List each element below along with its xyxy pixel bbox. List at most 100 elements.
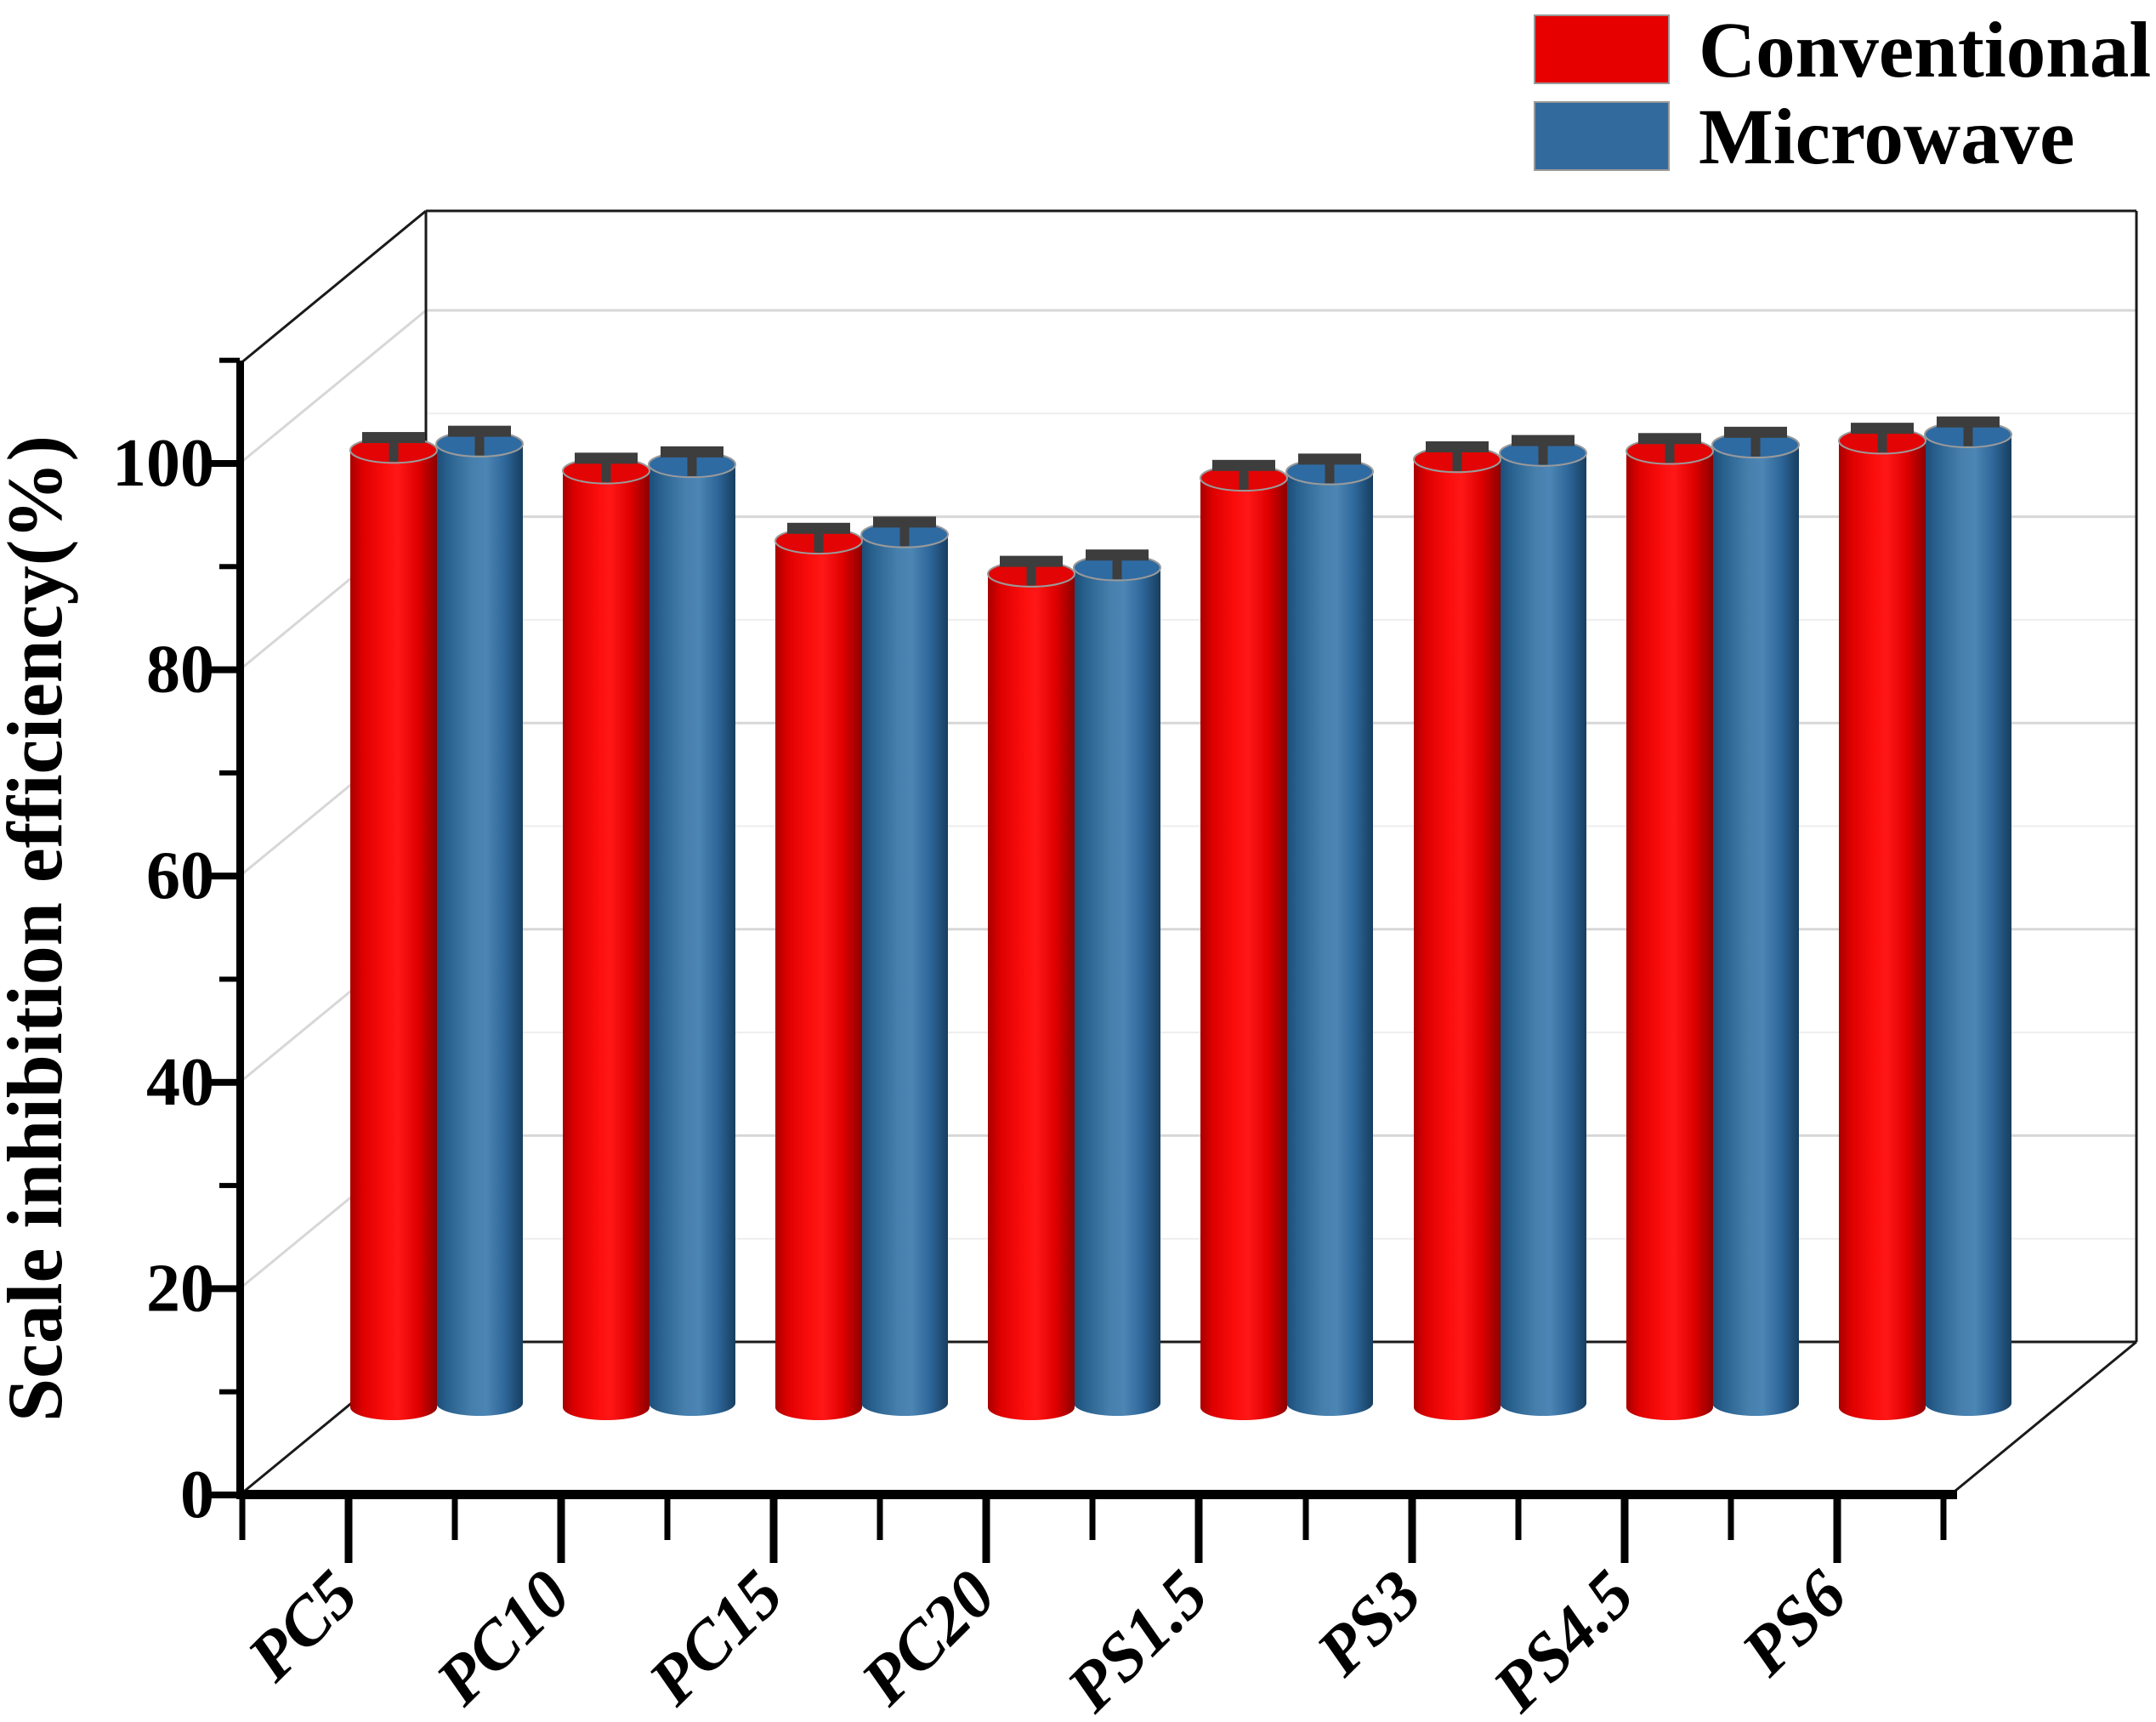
x-minor-tick: [451, 1499, 458, 1540]
y-major-tick: [207, 1078, 240, 1086]
error-bar-stem: [601, 458, 611, 483]
bar-cylinder-body-conventional-PC5: [350, 450, 437, 1421]
x-category-label: PS1.5: [1052, 1557, 1223, 1722]
error-bar-cap: [1298, 453, 1361, 465]
error-bar-stem: [899, 522, 910, 547]
y-minor-tick: [219, 976, 240, 982]
error-bar-stem: [474, 431, 485, 456]
bar-cylinder-body-microwave-PS1.5: [1286, 471, 1373, 1416]
y-minor-tick: [219, 564, 240, 570]
error-bar-stem: [1452, 447, 1462, 471]
y-tick-label: 20: [146, 1251, 214, 1326]
box-edge-floor-right-diagonal: [1949, 1340, 2137, 1497]
bar-cylinder-body-conventional-PS1.5: [1200, 478, 1287, 1421]
error-bar-stem: [389, 438, 399, 462]
x-minor-tick: [1089, 1499, 1096, 1540]
error-bar-stem: [1239, 466, 1249, 490]
x-category-label: PC5: [233, 1557, 372, 1696]
error-bar-stem: [1026, 561, 1036, 586]
error-bar-stem: [1112, 555, 1122, 580]
bar-cylinder-body-conventional-PC15: [775, 541, 862, 1420]
error-bar-cap: [448, 425, 511, 437]
error-bar-cap: [787, 522, 850, 534]
gridline-major-leftwall: [239, 309, 427, 465]
y-axis-line: [236, 361, 244, 1499]
legend-swatch-microwave: [1534, 101, 1670, 171]
box-edge-top-left-diagonal: [239, 209, 427, 366]
legend-swatch-conventional: [1534, 14, 1670, 84]
bar-cylinder-body-microwave-PS6: [1925, 434, 2011, 1416]
x-category-label: PS6: [1727, 1557, 1860, 1691]
x-major-tick: [1408, 1499, 1416, 1563]
x-category-label: PC15: [634, 1557, 797, 1720]
bar-cylinder-body-conventional-PS4.5: [1626, 451, 1713, 1420]
error-bar-stem: [1963, 422, 1973, 446]
y-major-tick: [207, 1285, 240, 1293]
error-bar-stem: [814, 529, 824, 553]
error-bar-stem: [1538, 440, 1548, 465]
bar-cylinder-body-microwave-PC10: [649, 464, 735, 1417]
legend-label-microwave: Microwave: [1699, 94, 2074, 181]
bar-cylinder-body-conventional-PS3: [1414, 459, 1501, 1421]
error-bar-stem: [1877, 429, 1887, 453]
error-bar-cap: [873, 516, 936, 528]
y-tick-label: 80: [146, 633, 214, 708]
y-minor-tick: [219, 1389, 240, 1395]
error-bar-cap: [1724, 426, 1787, 438]
y-tick-label: 60: [146, 838, 214, 913]
y-minor-tick: [219, 1183, 240, 1189]
x-minor-tick: [664, 1499, 671, 1540]
error-bar-cap: [1851, 423, 1914, 435]
x-minor-tick: [239, 1499, 246, 1540]
y-major-tick: [207, 666, 240, 673]
y-tick-label: 40: [146, 1045, 214, 1120]
x-axis-line: [236, 1490, 1957, 1499]
bar-cylinder-body-conventional-PS6: [1839, 440, 1926, 1421]
y-major-tick: [207, 1492, 240, 1498]
x-major-tick: [1833, 1499, 1841, 1563]
x-major-tick: [1620, 1499, 1629, 1563]
x-major-tick: [1194, 1499, 1203, 1563]
bar-cylinder-body-microwave-PC15: [861, 534, 948, 1416]
error-bar-cap: [661, 446, 723, 457]
legend: Conventional Microwave: [1534, 7, 2151, 181]
x-category-label: PC20: [847, 1557, 1010, 1720]
y-minor-tick: [219, 770, 240, 776]
error-bar-stem: [687, 452, 697, 476]
x-category-label: PS4.5: [1478, 1557, 1648, 1722]
y-major-tick: [207, 872, 240, 880]
error-bar-stem: [1750, 433, 1761, 457]
error-bar-cap: [362, 432, 425, 444]
error-bar-cap: [1426, 440, 1489, 452]
x-major-tick: [557, 1499, 565, 1563]
x-major-tick: [769, 1499, 778, 1563]
x-minor-tick: [1515, 1499, 1522, 1540]
y-axis-title: Scale inhibition efficiency(%): [0, 435, 78, 1422]
error-bar-cap: [1086, 549, 1149, 561]
x-minor-tick: [1728, 1499, 1734, 1540]
x-minor-tick: [877, 1499, 883, 1540]
error-bar-stem: [1665, 439, 1675, 463]
legend-label-conventional: Conventional: [1699, 7, 2151, 94]
bar-cylinder-body-conventional-PC10: [563, 470, 650, 1421]
y-tick-label: 0: [180, 1458, 214, 1532]
y-minor-tick: [219, 357, 240, 363]
error-bar-cap: [1512, 435, 1574, 446]
error-bar-cap: [1000, 555, 1063, 567]
x-category-label: PC10: [422, 1557, 585, 1720]
x-category-label: PS3: [1302, 1557, 1435, 1691]
x-major-tick: [982, 1499, 990, 1563]
bar-cylinder-body-microwave-PS3: [1500, 452, 1586, 1416]
error-bar-cap: [575, 452, 638, 464]
bar-cylinder-body-microwave-PS4.5: [1712, 445, 1799, 1416]
y-major-tick: [207, 460, 240, 467]
error-bar-cap: [1937, 416, 2000, 428]
bar-cylinder-body-microwave-PC5: [436, 443, 523, 1417]
x-minor-tick: [1302, 1499, 1309, 1540]
bar-cylinder-body-conventional-PC20: [988, 573, 1075, 1420]
error-bar-cap: [1212, 459, 1275, 471]
x-major-tick: [344, 1499, 353, 1563]
y-tick-label: 100: [112, 426, 214, 501]
